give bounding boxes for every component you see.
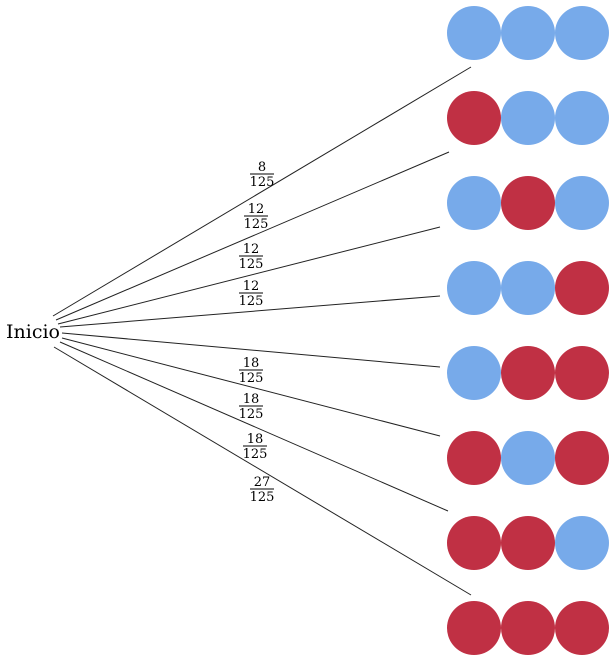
red-ball [501,516,555,570]
blue-ball [447,6,501,60]
fraction-numerator: 18 [247,432,264,447]
branches [52,66,472,596]
red-ball [447,431,501,485]
fraction-denominator: 125 [250,490,275,505]
red-ball [555,431,609,485]
fraction-denominator: 125 [239,371,264,386]
branch-line-5 [61,332,441,368]
fraction-denominator: 125 [244,217,269,232]
blue-ball [501,91,555,145]
fraction-numerator: 8 [258,160,266,175]
fraction-numerator: 12 [243,242,260,257]
blue-ball [501,431,555,485]
red-ball [555,261,609,315]
red-ball [501,176,555,230]
branch-line-3 [57,226,441,325]
red-ball [447,91,501,145]
outcome-row-3 [447,176,609,230]
red-ball [555,601,609,655]
outcome-balls [447,6,609,655]
fraction-denominator: 125 [239,294,264,309]
outcome-row-4 [447,261,609,315]
blue-ball [447,261,501,315]
outcome-row-7 [447,516,609,570]
branch-line-7 [59,341,449,512]
branch-line-4 [59,295,441,328]
blue-ball [555,6,609,60]
red-ball [501,346,555,400]
red-ball [501,601,555,655]
blue-ball [447,346,501,400]
branch-line-2 [55,151,450,321]
fraction-denominator: 125 [239,257,264,272]
outcome-row-6 [447,431,609,485]
outcome-row-5 [447,346,609,400]
fraction-denominator: 125 [239,407,264,422]
outcome-row-1 [447,6,609,60]
branch-line-6 [61,337,441,437]
fraction-numerator: 18 [243,392,260,407]
blue-ball [501,261,555,315]
blue-ball [555,176,609,230]
fraction-numerator: 27 [254,475,271,490]
branch-line-8 [53,346,472,596]
start-node-label: Inicio [6,321,60,343]
blue-ball [501,6,555,60]
red-ball [447,516,501,570]
outcome-row-8 [447,601,609,655]
branch-line-1 [52,66,472,317]
fraction-numerator: 12 [248,202,265,217]
blue-ball [447,176,501,230]
fraction-denominator: 125 [250,175,275,190]
fraction-numerator: 18 [243,356,260,371]
blue-ball [555,91,609,145]
outcome-row-2 [447,91,609,145]
fraction-numerator: 12 [243,279,260,294]
fraction-denominator: 125 [243,447,268,462]
red-ball [447,601,501,655]
blue-ball [555,516,609,570]
red-ball [555,346,609,400]
